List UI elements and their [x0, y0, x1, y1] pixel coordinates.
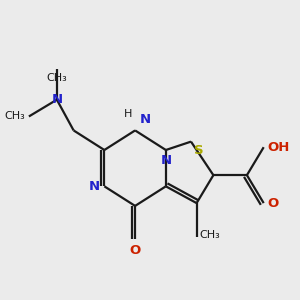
Text: N: N	[89, 180, 100, 193]
Text: OH: OH	[268, 141, 290, 154]
Text: CH₃: CH₃	[46, 73, 67, 83]
Text: CH₃: CH₃	[200, 230, 220, 240]
Text: H: H	[124, 109, 132, 119]
Text: S: S	[194, 144, 203, 158]
Text: N: N	[160, 154, 171, 167]
Text: N: N	[51, 93, 62, 106]
Text: CH₃: CH₃	[4, 112, 25, 122]
Text: O: O	[130, 244, 141, 256]
Text: N: N	[139, 113, 150, 126]
Text: O: O	[268, 196, 279, 210]
